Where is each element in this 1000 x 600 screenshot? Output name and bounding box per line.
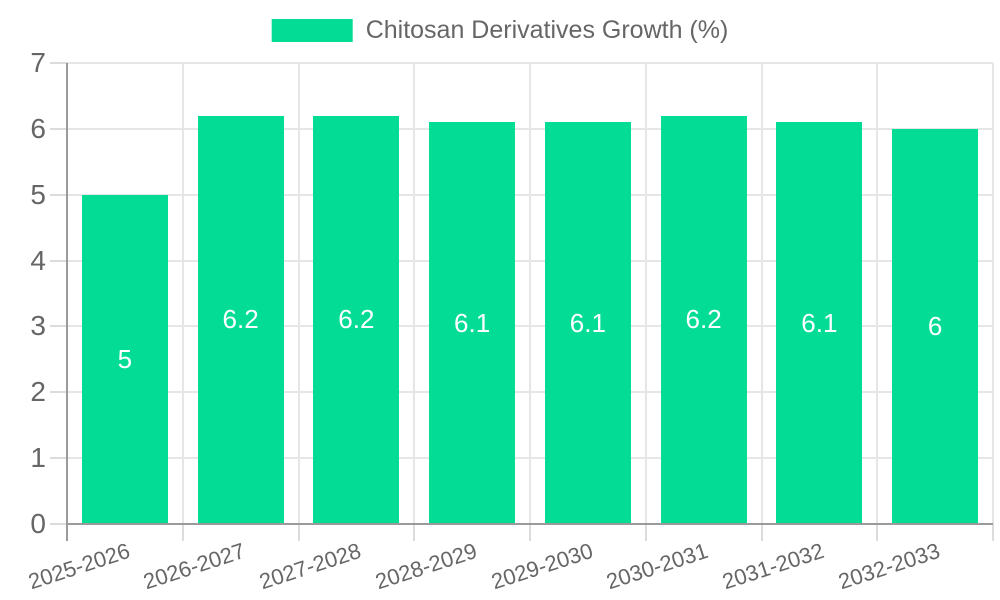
x-axis-line xyxy=(66,523,993,525)
x-tick-mark-8 xyxy=(992,524,994,541)
y-tick-label-1: 1 xyxy=(30,442,46,474)
x-tick-mark-3 xyxy=(413,524,416,541)
x-tick-mark-5 xyxy=(644,524,647,541)
v-gridline-4 xyxy=(529,63,531,524)
bar-2031-2032[interactable]: 6.1 xyxy=(776,122,863,524)
bar-2025-2026[interactable]: 5 xyxy=(81,194,168,524)
bar-value-label-2032-2033: 6 xyxy=(927,310,943,341)
v-gridline-6 xyxy=(760,63,763,524)
x-tick-mark-6 xyxy=(760,524,763,541)
v-gridline-3 xyxy=(413,63,416,524)
y-tick-mark-2 xyxy=(50,391,67,394)
y-tick-label-5: 5 xyxy=(30,178,46,210)
chart-legend[interactable]: Chitosan Derivatives Growth (%) xyxy=(271,16,729,45)
y-tick-mark-6 xyxy=(50,127,67,130)
y-tick-mark-7 xyxy=(50,62,67,64)
y-tick-label-0: 0 xyxy=(30,508,46,539)
x-tick-label-2031-2032: 2031-2032 xyxy=(719,538,828,595)
v-gridline-2 xyxy=(297,63,300,524)
y-tick-label-3: 3 xyxy=(30,310,46,342)
x-tick-mark-4 xyxy=(529,524,531,541)
bar-2028-2029[interactable]: 6.1 xyxy=(429,122,516,524)
bar-2029-2030[interactable]: 6.1 xyxy=(544,122,631,524)
y-tick-mark-3 xyxy=(50,325,67,328)
bar-value-label-2031-2032: 6.1 xyxy=(801,307,838,338)
x-tick-mark-7 xyxy=(876,524,879,541)
bar-2030-2031[interactable]: 6.2 xyxy=(660,115,747,524)
y-tick-label-2: 2 xyxy=(30,376,46,408)
bar-value-label-2029-2030: 6.1 xyxy=(569,307,606,338)
bar-value-label-2030-2031: 6.2 xyxy=(685,304,722,335)
bar-2032-2033[interactable]: 6 xyxy=(892,128,979,524)
legend-swatch xyxy=(271,19,353,42)
bar-2026-2027[interactable]: 6.2 xyxy=(197,115,284,524)
y-tick-label-7: 7 xyxy=(30,47,46,78)
y-tick-mark-5 xyxy=(50,193,67,196)
x-tick-label-2030-2031: 2030-2031 xyxy=(603,538,712,595)
x-tick-mark-1 xyxy=(181,524,184,541)
bar-value-label-2026-2027: 6.2 xyxy=(222,304,259,335)
bar-value-label-2028-2029: 6.1 xyxy=(454,307,491,338)
x-tick-label-2032-2033: 2032-2033 xyxy=(835,538,943,595)
y-tick-mark-0 xyxy=(50,523,67,525)
y-tick-mark-4 xyxy=(50,259,67,262)
y-tick-label-6: 6 xyxy=(30,112,46,144)
v-gridline-1 xyxy=(181,63,184,524)
bar-2027-2028[interactable]: 6.2 xyxy=(313,115,400,524)
legend-label: Chitosan Derivatives Growth (%) xyxy=(365,16,729,44)
y-tick-mark-1 xyxy=(50,457,67,460)
v-gridline-5 xyxy=(644,63,647,524)
x-tick-mark-2 xyxy=(297,524,300,541)
bar-value-label-2025-2026: 5 xyxy=(117,343,133,374)
y-tick-label-4: 4 xyxy=(30,244,46,276)
x-tick-label-2027-2028: 2027-2028 xyxy=(256,538,365,595)
x-tick-label-2025-2026: 2025-2026 xyxy=(24,538,133,595)
y-axis-line xyxy=(66,63,68,541)
bar-value-label-2027-2028: 6.2 xyxy=(338,304,375,335)
v-gridline-8 xyxy=(992,63,994,524)
v-gridline-7 xyxy=(876,63,879,524)
x-tick-label-2026-2027: 2026-2027 xyxy=(140,538,249,595)
x-tick-label-2029-2030: 2029-2030 xyxy=(487,538,596,595)
x-tick-label-2028-2029: 2028-2029 xyxy=(372,538,480,595)
